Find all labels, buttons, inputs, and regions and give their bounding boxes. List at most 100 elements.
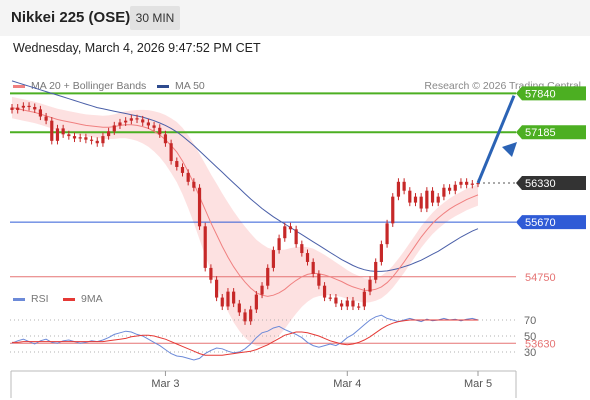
- candle-body: [192, 181, 196, 188]
- legend-rsi-label: RSI: [31, 293, 49, 305]
- level-label-56330: 56330: [525, 178, 556, 190]
- candle-body: [374, 261, 378, 280]
- candle-body: [107, 131, 111, 137]
- rsi-tick-30: 30: [524, 347, 536, 359]
- candle-body: [180, 166, 185, 173]
- candle-body: [89, 139, 94, 141]
- candle-body: [226, 291, 230, 307]
- candle-body: [396, 181, 401, 197]
- candle-body: [84, 137, 88, 140]
- instrument-title: Nikkei 225 (OSE): [11, 9, 131, 26]
- level-label-57840: 57840: [525, 88, 556, 100]
- candle-body: [197, 187, 202, 227]
- candle-body: [61, 128, 65, 135]
- candle-body: [447, 187, 452, 191]
- candle-body: [260, 285, 264, 295]
- candle-body: [425, 190, 429, 209]
- candle-body: [300, 244, 304, 254]
- x-label-2: Mar 5: [464, 378, 492, 390]
- x-label-0: Mar 3: [151, 378, 179, 390]
- bollinger-band: [12, 96, 478, 347]
- rsi-ma-line: [12, 319, 478, 356]
- candle-body: [385, 223, 389, 245]
- candle-body: [16, 107, 20, 110]
- candle-body: [50, 120, 54, 141]
- candle-body: [271, 250, 276, 268]
- candle-body: [277, 238, 281, 251]
- rsi-tick-70: 70: [524, 315, 536, 327]
- candle-body: [419, 196, 423, 209]
- candle-body: [368, 279, 372, 292]
- candle-body: [55, 128, 60, 141]
- candle-body: [67, 134, 71, 137]
- candle-body: [340, 303, 344, 307]
- candle-body: [118, 122, 122, 126]
- candle-body: [169, 143, 173, 162]
- legend-ma20: MA 20 + Bollinger Bands: [13, 80, 146, 92]
- forecast-arrow: [476, 95, 516, 184]
- candle-body: [78, 137, 82, 139]
- candle-body: [379, 244, 383, 262]
- legend-ma20-label: MA 20 + Bollinger Bands: [31, 80, 147, 92]
- candle-body: [152, 125, 156, 128]
- candle-body: [163, 134, 168, 144]
- candle-body: [254, 294, 258, 310]
- candle-body: [413, 196, 418, 203]
- candle-body: [465, 181, 469, 185]
- candle-body: [357, 306, 361, 308]
- level-label-57185: 57185: [525, 127, 556, 139]
- candle-body: [408, 190, 412, 203]
- interval-button[interactable]: 30 MIN: [130, 6, 180, 30]
- ma50-swatch: [157, 84, 169, 88]
- candle-body: [288, 226, 293, 230]
- candle-body: [38, 109, 43, 117]
- candle-body: [33, 107, 37, 110]
- candle-body: [186, 172, 190, 182]
- ma20-swatch: [13, 84, 25, 88]
- candle-body: [311, 261, 315, 274]
- candle-body: [328, 297, 332, 299]
- 9ma-swatch: [63, 297, 75, 301]
- candle-body: [21, 105, 25, 108]
- candle-body: [203, 226, 207, 268]
- candle-body: [135, 118, 139, 120]
- candle-body: [146, 122, 150, 126]
- forecast-arrow-head: [502, 142, 517, 157]
- chart-header: Nikkei 225 (OSE) 30 MIN: [0, 0, 590, 36]
- level-tag-55670: [516, 215, 586, 230]
- level-label-54750: 54750: [525, 272, 556, 284]
- candle-body: [470, 183, 474, 185]
- candle-body: [476, 183, 480, 185]
- candle-body: [112, 125, 116, 132]
- timestamp: Wednesday, March 4, 2026 9:47:52 PM CET: [13, 41, 261, 55]
- candle-body: [453, 184, 457, 191]
- candle-body: [124, 120, 128, 123]
- candle-body: [237, 303, 241, 313]
- candle-body: [322, 285, 327, 298]
- level-label-55670: 55670: [525, 217, 556, 229]
- level-tag-56330: [516, 176, 586, 190]
- candle-body: [44, 116, 48, 121]
- legend-9ma-label: 9MA: [81, 293, 103, 305]
- candle-body: [232, 291, 236, 304]
- candle-body: [158, 127, 162, 135]
- candle-body: [345, 300, 349, 307]
- candle-body: [294, 229, 298, 245]
- candle-body: [175, 161, 179, 167]
- candle-body: [283, 226, 287, 239]
- candle-body: [362, 291, 366, 307]
- legend-9ma: 9MA: [63, 293, 103, 305]
- candle-body: [129, 118, 133, 121]
- candle-body: [436, 196, 440, 203]
- rsi-swatch: [13, 297, 25, 301]
- x-label-1: Mar 4: [333, 378, 361, 390]
- candle-body: [430, 190, 435, 203]
- ma20-line: [11, 107, 479, 297]
- legend-ma50: MA 50: [157, 80, 205, 92]
- candle-body: [391, 196, 395, 224]
- legend-ma50-label: MA 50: [175, 80, 205, 92]
- candle-body: [220, 297, 224, 307]
- candle-body: [27, 105, 31, 108]
- candle-body: [305, 253, 310, 262]
